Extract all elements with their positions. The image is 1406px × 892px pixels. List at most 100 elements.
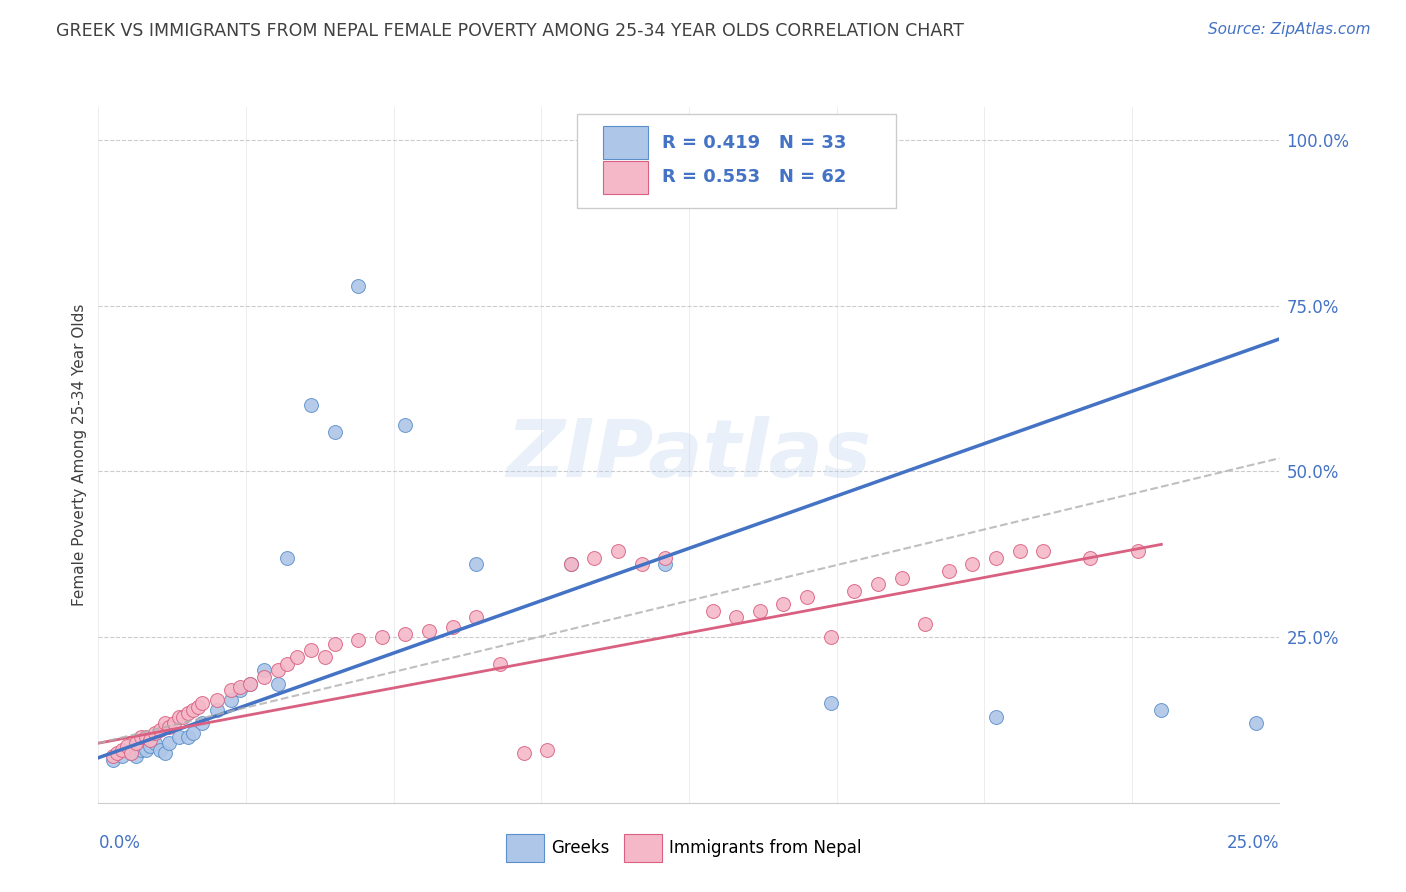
Point [105, 746, 128, 760]
Text: 0.0%: 0.0% [98, 834, 141, 852]
Point [796, 591, 818, 605]
Point [276, 550, 298, 565]
Point [820, 697, 842, 711]
Point [191, 697, 214, 711]
Text: ZIPatlas: ZIPatlas [506, 416, 872, 494]
Point [347, 633, 370, 648]
Point [219, 693, 242, 707]
Point [101, 749, 124, 764]
Point [125, 736, 148, 750]
Point [111, 749, 134, 764]
Point [962, 558, 984, 572]
Point [219, 683, 242, 698]
Point [172, 709, 194, 723]
Point [654, 558, 676, 572]
Point [489, 657, 512, 671]
Point [205, 703, 228, 717]
Point [844, 583, 866, 598]
Point [323, 637, 346, 651]
Text: Immigrants from Nepal: Immigrants from Nepal [669, 839, 862, 857]
Point [314, 650, 336, 665]
Point [820, 630, 842, 644]
Point [239, 676, 262, 690]
Point [229, 680, 252, 694]
Point [163, 716, 186, 731]
Point [181, 703, 204, 717]
Point [465, 558, 488, 572]
Point [465, 610, 488, 624]
Point [187, 699, 209, 714]
Point [866, 577, 889, 591]
Point [149, 723, 172, 737]
Point [1126, 544, 1149, 558]
Text: GREEK VS IMMIGRANTS FROM NEPAL FEMALE POVERTY AMONG 25-34 YEAR OLDS CORRELATION : GREEK VS IMMIGRANTS FROM NEPAL FEMALE PO… [56, 22, 965, 40]
Point [157, 720, 180, 734]
FancyBboxPatch shape [603, 161, 648, 194]
Point [205, 693, 228, 707]
Point [135, 730, 157, 744]
Point [121, 746, 143, 760]
Point [630, 558, 652, 572]
Point [560, 558, 582, 572]
Point [772, 597, 794, 611]
Point [153, 746, 176, 760]
Point [1032, 544, 1054, 558]
Point [157, 736, 180, 750]
Point [129, 743, 152, 757]
Point [129, 730, 152, 744]
Point [394, 627, 416, 641]
Point [177, 706, 200, 721]
Point [101, 753, 124, 767]
Point [143, 736, 166, 750]
Point [153, 716, 176, 731]
Point [125, 749, 148, 764]
Point [111, 743, 134, 757]
Point [607, 544, 630, 558]
Point [441, 620, 464, 634]
Point [371, 630, 394, 644]
Point [748, 604, 770, 618]
Point [1008, 544, 1031, 558]
FancyBboxPatch shape [624, 834, 662, 862]
Point [938, 564, 960, 578]
Point [702, 604, 724, 618]
Point [725, 610, 748, 624]
Point [984, 550, 1007, 565]
Point [139, 739, 162, 754]
Point [167, 709, 190, 723]
Point [229, 683, 252, 698]
Point [167, 730, 190, 744]
Point [143, 726, 166, 740]
Text: R = 0.419   N = 33: R = 0.419 N = 33 [662, 134, 846, 152]
Point [253, 663, 276, 677]
Point [1244, 716, 1267, 731]
Point [512, 746, 534, 760]
Point [267, 663, 290, 677]
Point [285, 650, 308, 665]
Point [115, 739, 138, 754]
Point [418, 624, 440, 638]
Point [276, 657, 298, 671]
Point [181, 726, 204, 740]
Point [914, 616, 936, 631]
Point [177, 730, 200, 744]
Text: R = 0.553   N = 62: R = 0.553 N = 62 [662, 169, 846, 186]
Point [583, 550, 606, 565]
Point [394, 418, 416, 433]
Point [347, 279, 370, 293]
Point [560, 558, 582, 572]
Point [299, 643, 322, 657]
Text: Source: ZipAtlas.com: Source: ZipAtlas.com [1208, 22, 1371, 37]
Y-axis label: Female Poverty Among 25-34 Year Olds: Female Poverty Among 25-34 Year Olds [72, 304, 87, 606]
Point [323, 425, 346, 439]
Point [239, 676, 262, 690]
Point [890, 570, 912, 584]
FancyBboxPatch shape [506, 834, 544, 862]
Point [135, 743, 157, 757]
Point [267, 676, 290, 690]
Point [253, 670, 276, 684]
Point [191, 716, 214, 731]
Point [536, 743, 558, 757]
Text: 25.0%: 25.0% [1227, 834, 1279, 852]
Point [654, 550, 676, 565]
